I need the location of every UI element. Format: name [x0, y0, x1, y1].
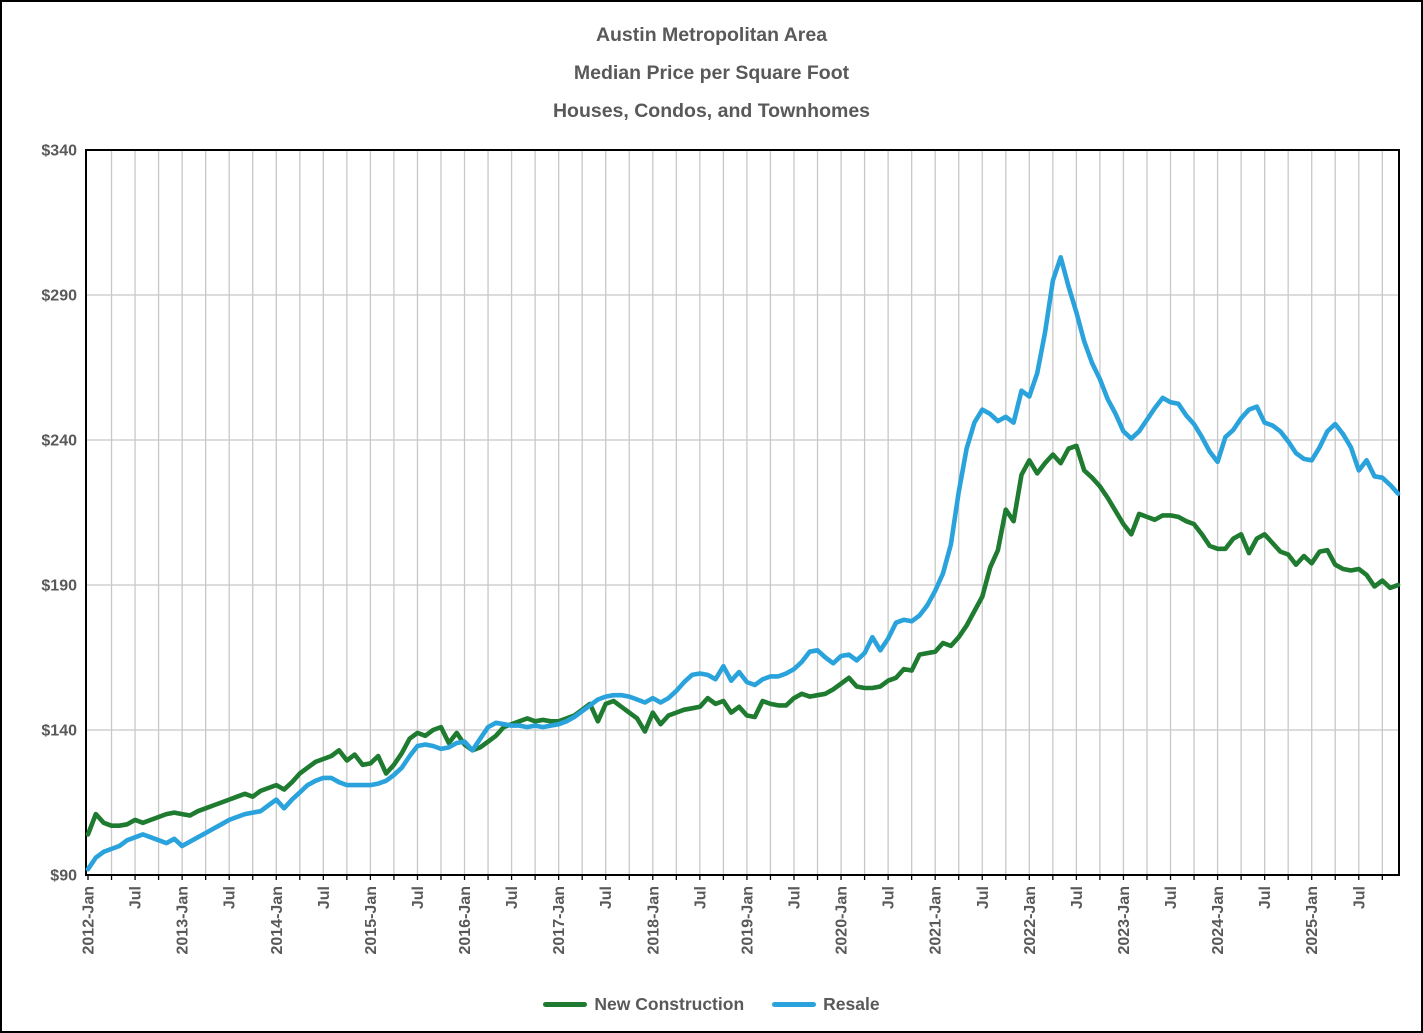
x-tick-label: 2022-Jan [1022, 886, 1039, 955]
x-tick-label: 2014-Jan [269, 886, 286, 955]
x-tick-label: Jul [881, 886, 898, 909]
x-tick-label: 2020-Jan [834, 886, 851, 955]
x-tick-label: Jul [504, 886, 521, 909]
x-tick-label: 2023-Jan [1116, 886, 1133, 955]
x-tick-label: 2013-Jan [175, 886, 192, 955]
y-tick-label: $140 [41, 723, 77, 740]
x-tick-label: 2018-Jan [645, 886, 662, 955]
y-tick-label: $290 [41, 288, 77, 305]
x-tick-label: 2019-Jan [739, 886, 756, 955]
x-tick-label: Jul [598, 886, 615, 909]
x-tick-label: 2025-Jan [1304, 886, 1321, 955]
series-line-resale [85, 255, 1401, 872]
legend-swatch-icon [772, 1001, 817, 1007]
x-tick-label: Jul [222, 886, 239, 909]
y-tick-label: $340 [41, 143, 77, 160]
y-tick-label: $190 [41, 578, 77, 595]
x-tick-label: Jul [975, 886, 992, 909]
x-tick-label: Jul [1069, 886, 1086, 909]
plot-border [85, 149, 1400, 876]
y-tick-label: $90 [50, 868, 77, 885]
x-tick-label: 2012-Jan [81, 886, 98, 955]
legend: New Construction Resale [2, 986, 1421, 1022]
x-tick-label: 2017-Jan [551, 886, 568, 955]
x-tick-label: 2024-Jan [1210, 886, 1227, 955]
legend-swatch-icon [543, 1001, 588, 1007]
x-tick-label: Jul [410, 886, 427, 909]
x-tick-label: Jul [786, 886, 803, 909]
chart-title: Austin Metropolitan Area Median Price pe… [2, 16, 1421, 130]
chart-title-line-2: Median Price per Square Foot [573, 62, 850, 84]
legend-label: Resale [823, 993, 880, 1014]
x-tick-label: Jul [316, 886, 333, 909]
y-tick-label: $240 [41, 433, 77, 450]
x-tick-label: Jul [1257, 886, 1274, 909]
legend-item-resale: Resale [772, 993, 880, 1015]
legend-label: New Construction [594, 993, 745, 1014]
x-tick-label: Jul [692, 886, 709, 909]
chart-title-line-1: Austin Metropolitan Area [595, 24, 828, 46]
x-tick-label: Jul [128, 886, 145, 909]
x-tick-label: Jul [1351, 886, 1368, 909]
legend-item-new-construction: New Construction [543, 994, 744, 1015]
x-tick-label: 2015-Jan [363, 886, 380, 955]
chart-title-line-3: Houses, Condos, and Townhomes [552, 100, 871, 122]
x-tick-label: 2021-Jan [928, 886, 945, 955]
x-tick-label: Jul [1163, 886, 1180, 909]
x-tick-label: 2016-Jan [457, 886, 474, 955]
series-line-new-construction [85, 443, 1401, 837]
